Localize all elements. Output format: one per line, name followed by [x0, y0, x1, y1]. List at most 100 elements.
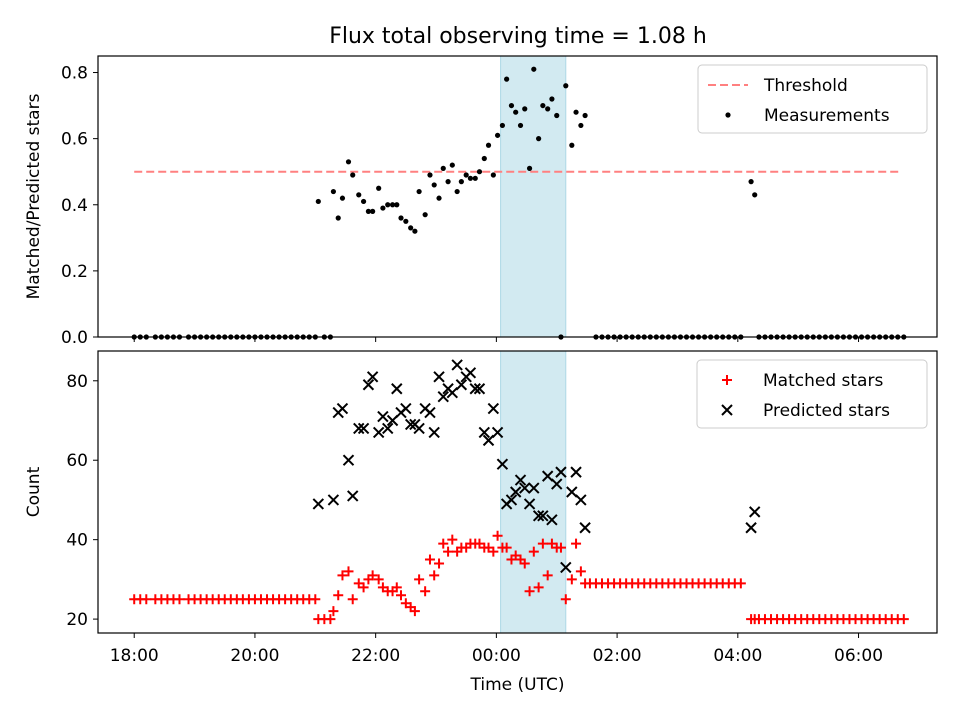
matched-star-point — [898, 614, 909, 625]
matched-star-point — [420, 586, 431, 597]
measurement-point — [412, 228, 418, 234]
measurement-point — [573, 109, 579, 115]
matched-star-point — [337, 570, 348, 581]
x-axis-label: Time (UTC) — [470, 675, 565, 695]
predicted-star-point — [570, 466, 582, 478]
x-tick-label: 20:00 — [230, 646, 279, 666]
measurement-point — [481, 155, 487, 162]
y-tick-label: 20 — [66, 610, 88, 630]
chart-title: Flux total observing time = 1.08 h — [329, 24, 707, 49]
measurement-point — [554, 112, 560, 119]
predicted-star-point — [560, 561, 572, 574]
predicted-star-point — [491, 426, 504, 439]
measurement-point — [463, 172, 469, 178]
matched-star-point — [310, 594, 321, 605]
measurement-point — [504, 76, 510, 82]
measurement-point — [494, 132, 501, 138]
predicted-star-point — [377, 410, 389, 423]
measurement-point — [752, 192, 758, 198]
predicted-star-point — [413, 422, 425, 435]
measurement-point — [315, 198, 321, 205]
predicted-star-point — [347, 490, 359, 502]
legend-predicted-swatch — [721, 404, 733, 416]
matched-star-point — [575, 566, 586, 577]
predicted-star-point — [482, 434, 495, 447]
measurement-point — [517, 122, 524, 129]
predicted-star-point — [575, 494, 587, 506]
measurement-point — [335, 215, 341, 221]
matched-star-point — [528, 546, 539, 557]
y-tick-label: 0.4 — [61, 196, 88, 216]
predicted-star-point — [428, 426, 440, 439]
matched-star-point — [519, 558, 530, 569]
measurement-point — [513, 109, 519, 115]
matched-star-point — [414, 574, 425, 585]
measurement-point — [578, 122, 584, 129]
legend-matched-swatch — [722, 375, 732, 385]
measurement-point — [431, 182, 437, 188]
measurement-point — [748, 179, 754, 185]
measurement-point — [385, 202, 391, 208]
matched-star-point — [735, 578, 746, 589]
predicted-star-point — [519, 482, 531, 494]
matched-star-point — [560, 594, 571, 605]
x-tick-label: 22:00 — [351, 646, 400, 666]
legend: Threshold Measurements — [697, 64, 928, 134]
legend-box — [697, 64, 928, 134]
matched-star-point — [367, 570, 378, 581]
matched-star-point — [328, 606, 339, 617]
measurement-point — [454, 188, 460, 195]
matched-star-point — [141, 594, 152, 605]
x-tick-label: 04:00 — [713, 646, 762, 666]
matched-star-point — [325, 614, 336, 625]
predicted-star-point — [523, 498, 536, 510]
predicted-star-point — [469, 383, 481, 395]
matched-star-point — [555, 542, 566, 553]
measurement-point — [403, 218, 409, 224]
predicted-star-point — [404, 418, 417, 431]
predicted-star-point — [496, 458, 509, 470]
measurement-point — [569, 142, 575, 148]
legend-label: Threshold — [763, 76, 848, 96]
y-tick-label: 0.2 — [61, 262, 88, 282]
axes-frame — [97, 55, 938, 338]
axes-frame — [97, 350, 938, 634]
predicted-star-point — [551, 478, 563, 490]
measurement-point — [563, 83, 569, 89]
predicted-star-point — [382, 422, 394, 435]
predicted-star-point — [336, 402, 349, 415]
predicted-star-point — [433, 371, 445, 383]
predicted-star-point — [528, 482, 540, 494]
measurement-point — [440, 165, 446, 171]
predicted-star-point — [541, 470, 554, 482]
observing-window-span — [500, 55, 567, 338]
measurement-point — [422, 212, 428, 218]
measurement-point — [436, 195, 442, 201]
y-tick-label: 80 — [66, 372, 88, 392]
measurement-point — [540, 102, 546, 109]
measurement-point — [416, 188, 422, 195]
matched-star-point — [424, 554, 435, 565]
predicted-star-point — [342, 454, 355, 466]
x-tick-label: 06:00 — [834, 646, 883, 666]
matched-star-point — [429, 570, 440, 581]
predicted-star-point — [391, 383, 403, 395]
matched-star-point — [333, 590, 344, 601]
predicted-star-point — [473, 383, 486, 395]
matched-star-point — [409, 606, 420, 617]
series-matched-stars — [129, 530, 909, 625]
measurement-point — [449, 162, 455, 168]
predicted-star-point — [509, 486, 522, 498]
legend-box — [696, 359, 928, 429]
measurement-point — [389, 202, 396, 208]
legend-label: Matched stars — [763, 371, 883, 391]
measurement-point — [427, 172, 433, 178]
matched-star-point — [391, 582, 402, 593]
predicted-star-point — [537, 510, 549, 522]
x-tick-label: 18:00 — [110, 646, 159, 666]
measurement-point — [408, 225, 414, 231]
predicted-star-point — [446, 386, 459, 399]
predicted-star-point — [555, 466, 567, 478]
measurement-point — [485, 142, 492, 148]
